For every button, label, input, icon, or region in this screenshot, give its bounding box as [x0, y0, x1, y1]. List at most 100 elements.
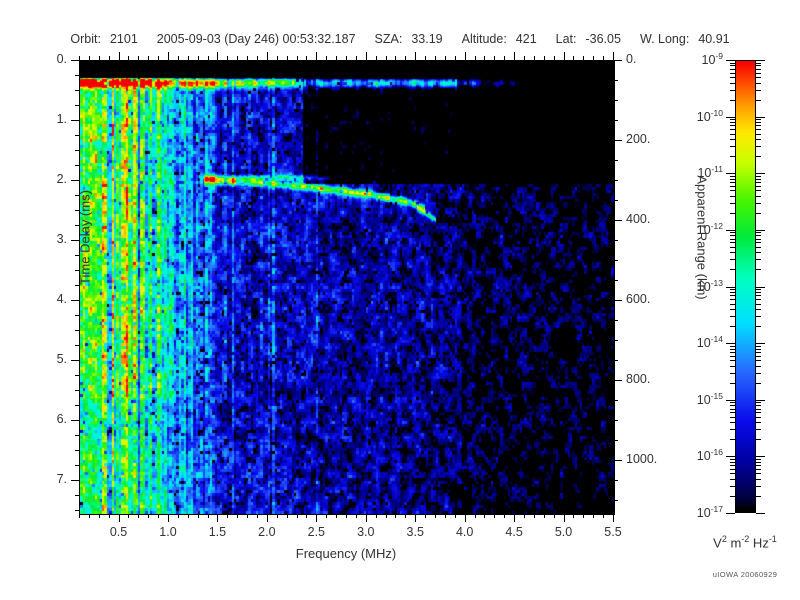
x-tick	[177, 514, 179, 518]
unit-m-exp: -2	[741, 534, 750, 544]
x-tick-top	[543, 56, 545, 60]
x-tick	[336, 514, 338, 518]
colorbar-minor-tick	[730, 82, 735, 84]
x-tick-top	[573, 56, 575, 60]
y-left-tick	[71, 360, 79, 361]
colorbar-minor-tick	[730, 238, 735, 240]
colorbar-minor-tick	[756, 422, 761, 424]
colorbar-minor-tick	[730, 175, 735, 177]
colorbar-minor-tick	[730, 185, 735, 187]
colorbar-minor-tick	[756, 72, 761, 74]
x-tick	[217, 514, 219, 522]
header-info-bar: Orbit: 2101 2005-09-03 (Day 246) 00:53:3…	[0, 30, 800, 48]
y-left-tick	[75, 450, 79, 451]
x-tick	[454, 514, 456, 518]
colorbar-minor-tick	[730, 246, 735, 248]
x-tick-top	[207, 56, 209, 60]
colorbar-minor-tick	[730, 372, 735, 374]
y-left-tick	[75, 405, 79, 406]
x-tick-top	[168, 52, 169, 60]
x-tick-top	[138, 56, 140, 60]
colorbar-minor-tick	[730, 412, 735, 414]
x-tick	[286, 514, 288, 518]
y-right-tick-label: 1000.	[626, 452, 658, 467]
y-right-tick	[614, 340, 618, 342]
colorbar-major-tick	[726, 116, 735, 118]
colorbar-minor-tick	[730, 190, 735, 192]
colorbar-tick-base: 10	[696, 223, 711, 238]
colorbar-minor-tick	[730, 355, 735, 357]
colorbar-minor-tick	[730, 195, 735, 197]
x-tick	[365, 514, 367, 522]
colorbar-major-tick	[756, 286, 765, 288]
colorbar-minor-tick	[756, 309, 761, 311]
colorbar-minor-tick	[756, 259, 761, 261]
x-tick-top	[553, 56, 555, 60]
colorbar-minor-tick	[756, 382, 761, 384]
colorbar-minor-tick	[730, 382, 735, 384]
x-tick-top	[286, 56, 288, 60]
colorbar-minor-tick	[756, 195, 761, 197]
y-right-tick-label: 600.	[626, 292, 651, 307]
x-tick-label: 4.5	[505, 525, 523, 539]
x-tick	[524, 514, 525, 518]
x-tick	[395, 514, 397, 518]
x-tick	[247, 514, 249, 518]
x-tick-label: 1.5	[208, 525, 227, 539]
y-right-tick-label: 800.	[626, 372, 651, 387]
y-axis-left-title: Time Delay (ms)	[77, 190, 93, 285]
colorbar-tick-label: 10-16	[663, 447, 723, 463]
x-tick	[553, 514, 555, 518]
x-tick-top	[296, 56, 298, 60]
altitude-label: Altitude:	[461, 32, 507, 46]
colorbar-minor-tick	[730, 125, 735, 127]
colorbar-minor-tick	[756, 303, 761, 305]
colorbar-major-tick	[756, 60, 765, 61]
colorbar-minor-tick	[730, 242, 735, 244]
x-tick-top	[425, 56, 427, 60]
y-left-tick-label: 5.	[56, 352, 67, 366]
x-tick	[326, 514, 328, 518]
y-left-tick	[71, 240, 79, 241]
x-tick	[187, 514, 189, 518]
x-tick-top	[128, 56, 130, 60]
x-tick-top	[217, 52, 219, 60]
colorbar-minor-tick	[756, 402, 761, 404]
unit-hz-exp: -1	[768, 534, 777, 544]
x-tick	[573, 514, 575, 518]
y-left-tick-label: 3.	[56, 232, 67, 246]
unit-v-exp: 2	[721, 534, 727, 544]
colorbar-minor-tick	[730, 269, 735, 271]
x-tick-top	[454, 56, 456, 60]
y-right-tick-label: 0.	[626, 52, 637, 66]
colorbar-minor-tick	[756, 129, 761, 131]
colorbar-minor-tick	[730, 89, 735, 91]
colorbar-minor-tick	[756, 182, 761, 184]
x-tick	[257, 514, 258, 518]
colorbar-minor-tick	[756, 345, 761, 347]
x-tick-label: 1.0	[159, 525, 177, 539]
colorbar-minor-tick	[756, 326, 761, 328]
y-right-tick	[614, 200, 618, 202]
colorbar-minor-tick	[756, 412, 761, 414]
x-tick	[227, 514, 229, 518]
y-left-tick-label: 0.	[56, 52, 67, 66]
colorbar-minor-tick	[730, 422, 735, 424]
x-tick	[504, 514, 506, 518]
colorbar-minor-tick	[756, 119, 761, 121]
y-left-tick	[75, 105, 79, 106]
y-right-tick	[614, 180, 618, 182]
unit-m: m	[726, 535, 742, 551]
colorbar-minor-tick	[730, 478, 735, 480]
colorbar-major-tick	[756, 343, 765, 345]
colorbar-tick-label: 10-12	[663, 221, 723, 237]
colorbar-tick-exponent: -10	[710, 107, 723, 118]
x-tick-top	[504, 56, 506, 60]
y-right-tick	[614, 480, 618, 482]
x-tick-top	[336, 56, 338, 60]
y-left-tick	[75, 270, 79, 271]
y-right-tick	[614, 80, 618, 81]
x-tick	[494, 514, 496, 518]
colorbar-minor-tick	[730, 360, 735, 362]
